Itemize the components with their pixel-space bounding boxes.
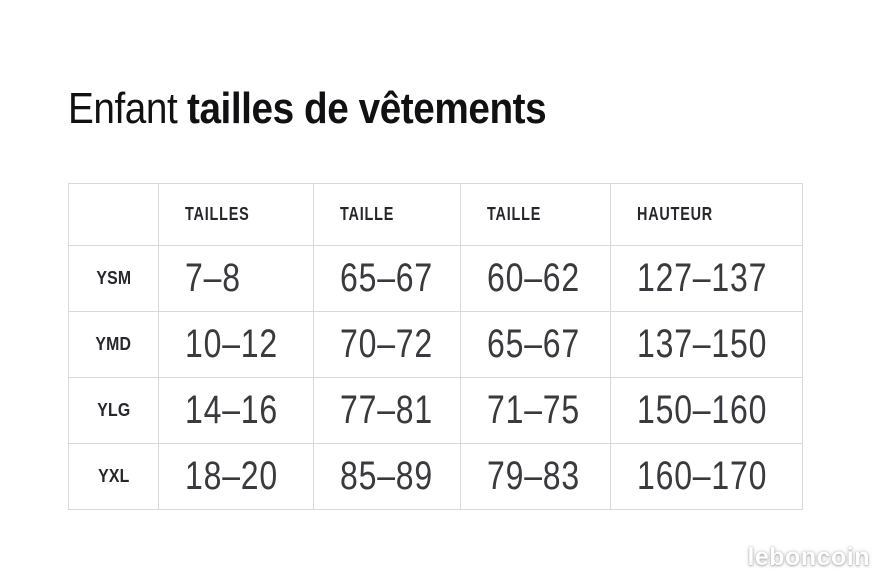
table-cell: 65–67 [460, 311, 611, 378]
page-title-regular: Enfant [68, 84, 178, 134]
page-title: Enfant tailles de vêtements [68, 83, 547, 136]
size-table-header: TAILLES TAILLE TAILLE HAUTEUR [68, 183, 803, 246]
table-row-ymd: YMD 10–12 70–72 65–67 137–150 [68, 311, 803, 378]
size-table-body: YSM 7–8 65–67 60–62 127–137 YMD 10–12 70… [68, 245, 803, 510]
table-cell: 14–16 [158, 377, 314, 444]
column-header-taille-2: TAILLE [460, 183, 611, 246]
table-cell: 160–170 [610, 443, 803, 510]
table-cell: 7–8 [158, 245, 314, 312]
column-header-tailles: TAILLES [158, 183, 314, 246]
row-header: YSM [68, 245, 159, 312]
table-cell: 18–20 [158, 443, 314, 510]
table-cell: 150–160 [610, 377, 803, 444]
table-cell: 71–75 [460, 377, 611, 444]
corner-cell [68, 183, 159, 246]
table-cell: 60–62 [460, 245, 611, 312]
table-row-ylg: YLG 14–16 77–81 71–75 150–160 [68, 377, 803, 444]
row-header: YLG [68, 377, 159, 444]
page-title-bold: tailles de vêtements [186, 84, 547, 134]
table-row-ysm: YSM 7–8 65–67 60–62 127–137 [68, 245, 803, 312]
row-header: YXL [68, 443, 159, 510]
table-cell: 137–150 [610, 311, 803, 378]
table-cell: 70–72 [313, 311, 461, 378]
column-header-taille-1: TAILLE [313, 183, 461, 246]
leboncoin-watermark: leboncoin [747, 543, 870, 571]
table-cell: 85–89 [313, 443, 461, 510]
table-cell: 77–81 [313, 377, 461, 444]
table-cell: 65–67 [313, 245, 461, 312]
table-cell: 79–83 [460, 443, 611, 510]
table-row-yxl: YXL 18–20 85–89 79–83 160–170 [68, 443, 803, 510]
column-header-hauteur: HAUTEUR [610, 183, 803, 246]
table-cell: 127–137 [610, 245, 803, 312]
header-row: TAILLES TAILLE TAILLE HAUTEUR [68, 183, 803, 246]
size-table: TAILLES TAILLE TAILLE HAUTEUR YSM 7–8 65… [68, 183, 803, 510]
row-header: YMD [68, 311, 159, 378]
table-cell: 10–12 [158, 311, 314, 378]
